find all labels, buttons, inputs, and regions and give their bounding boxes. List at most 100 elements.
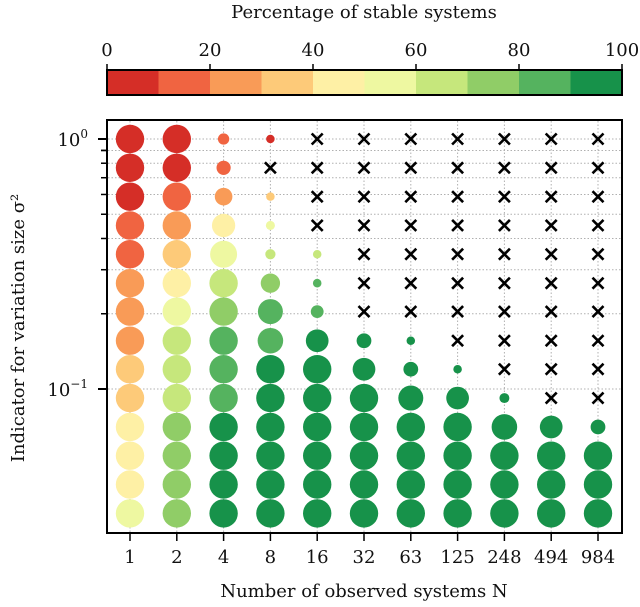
cross-stroke xyxy=(544,190,558,204)
no-stable-cross-marker xyxy=(544,161,558,175)
stability-bubble xyxy=(209,470,238,499)
no-stable-cross-marker xyxy=(357,190,371,204)
cross-stroke xyxy=(591,334,605,348)
no-stable-cross-marker xyxy=(497,276,511,290)
no-stable-cross-marker xyxy=(591,132,605,146)
no-stable-cross-marker xyxy=(544,305,558,319)
stability-bubble xyxy=(115,211,145,240)
stability-bubble xyxy=(209,412,238,442)
colorbar-tick-label: 80 xyxy=(508,40,531,61)
colorbar-tick-label: 0 xyxy=(101,40,112,61)
stability-bubble xyxy=(406,336,416,345)
cross-stroke xyxy=(451,305,465,319)
no-stable-cross-marker xyxy=(544,190,558,204)
stability-bubble xyxy=(209,355,238,384)
stability-bubble xyxy=(115,470,145,499)
stability-bubble xyxy=(162,240,191,269)
colorbar-tick-label: 20 xyxy=(199,40,222,61)
stability-bubble xyxy=(162,499,191,528)
cross-stroke xyxy=(591,247,605,261)
stability-bubble xyxy=(209,383,238,413)
no-stable-cross-marker xyxy=(263,161,277,175)
no-stable-cross-marker xyxy=(310,161,324,175)
cross-stroke xyxy=(591,219,605,232)
stability-bubble xyxy=(356,333,372,349)
no-stable-cross-marker xyxy=(404,276,418,290)
stability-bubble xyxy=(266,134,275,144)
colorbar-bin xyxy=(107,70,159,95)
no-stable-cross-marker xyxy=(451,219,465,232)
stability-bubble xyxy=(266,192,275,201)
x-tick-label: 8 xyxy=(265,547,276,568)
no-stable-cross-marker xyxy=(591,276,605,290)
no-stable-cross-marker xyxy=(591,190,605,204)
cross-stroke xyxy=(357,276,371,290)
stability-bubble xyxy=(349,441,379,470)
no-stable-cross-marker xyxy=(544,334,558,348)
stability-bubble xyxy=(115,124,145,154)
y-tick-label: 10−1 xyxy=(47,377,88,401)
no-stable-cross-marker xyxy=(497,334,511,348)
cross-stroke xyxy=(404,161,418,175)
stability-bubble xyxy=(583,499,613,528)
stability-bubble xyxy=(115,441,145,470)
stability-bubble xyxy=(443,499,472,528)
cross-stroke xyxy=(451,219,465,232)
cross-stroke xyxy=(357,247,371,261)
stability-bubble xyxy=(216,160,231,175)
stability-bubble xyxy=(398,385,424,411)
no-stable-cross-marker xyxy=(451,305,465,319)
stability-bubble xyxy=(256,355,285,384)
no-stable-cross-marker xyxy=(544,276,558,290)
colorbar-tick-label: 40 xyxy=(302,40,325,61)
cross-stroke xyxy=(263,161,277,175)
no-stable-cross-marker xyxy=(404,305,418,319)
cross-stroke xyxy=(591,161,605,175)
stability-bubble xyxy=(349,412,379,442)
cross-stroke xyxy=(357,161,371,175)
stability-bubble xyxy=(162,412,191,442)
x-tick-label: 4 xyxy=(218,547,229,568)
x-tick-label: 63 xyxy=(399,547,422,568)
cross-stroke xyxy=(357,219,371,232)
no-stable-cross-marker xyxy=(544,219,558,232)
no-stable-cross-marker xyxy=(591,305,605,319)
stability-bubble xyxy=(490,441,519,470)
stability-bubble xyxy=(310,305,324,318)
no-stable-cross-marker xyxy=(497,305,511,319)
stability-bubble xyxy=(403,361,419,377)
stability-bubble xyxy=(162,153,191,183)
cross-stroke xyxy=(357,190,371,204)
stability-bubble xyxy=(303,470,332,499)
cross-stroke xyxy=(451,247,465,261)
stability-bubble xyxy=(162,211,191,240)
y-axis-label: Indicator for variation size σ² xyxy=(8,194,29,463)
no-stable-cross-marker xyxy=(451,132,465,146)
colorbar-bin xyxy=(519,70,571,95)
stability-bubble xyxy=(537,441,566,470)
stability-bubble xyxy=(303,383,332,413)
stability-bubble xyxy=(312,249,322,259)
x-tick-label: 248 xyxy=(487,547,521,568)
stability-bubble xyxy=(303,355,332,384)
no-stable-cross-marker xyxy=(591,219,605,232)
stability-bubble xyxy=(162,326,191,355)
stability-bubble xyxy=(115,268,145,298)
stability-bubble xyxy=(209,499,238,528)
stability-bubble xyxy=(211,213,236,238)
stability-bubble xyxy=(115,355,145,384)
cross-stroke xyxy=(591,362,605,376)
stability-bubble xyxy=(265,220,275,230)
stability-bubble xyxy=(162,441,191,470)
colorbar-tick-label: 60 xyxy=(405,40,428,61)
cross-stroke xyxy=(451,334,465,348)
no-stable-cross-marker xyxy=(591,362,605,376)
no-stable-cross-marker xyxy=(451,334,465,348)
stability-bubble xyxy=(583,470,613,499)
cross-stroke xyxy=(451,161,465,175)
stability-bubble xyxy=(162,355,191,384)
colorbar-frame xyxy=(106,69,623,96)
stability-bubble xyxy=(583,441,613,470)
cross-stroke xyxy=(544,391,558,405)
